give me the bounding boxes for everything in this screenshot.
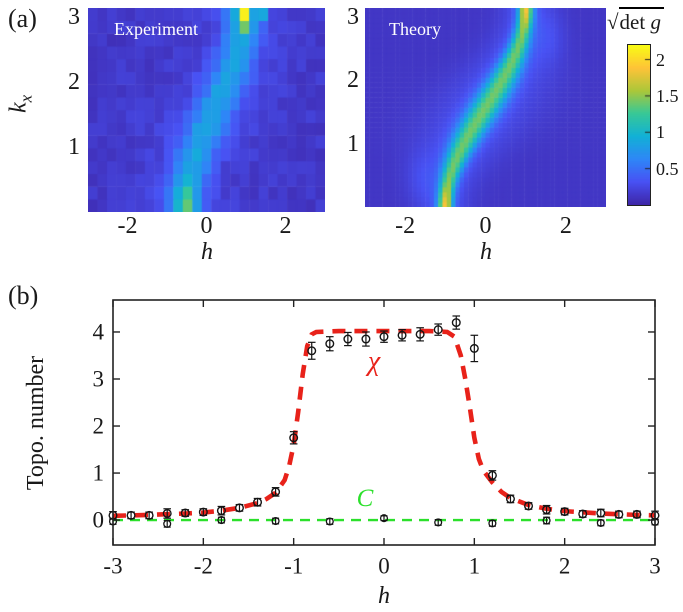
theory-xtick-label: -2 <box>395 213 416 239</box>
c-data-point <box>325 517 334 526</box>
chi-data-point <box>487 470 497 480</box>
c-data-point <box>596 518 605 527</box>
panel-b-xtick-label: -1 <box>284 553 304 579</box>
chi-data-point <box>451 318 461 328</box>
panel-b-ytick-label: 2 <box>92 413 105 439</box>
chi-data-point <box>144 510 154 520</box>
experiment-xaxis-label: h <box>201 239 213 265</box>
c-data-point <box>217 516 226 525</box>
theory-ytick-label: 2 <box>347 67 359 94</box>
colorbar-title: √det g <box>607 7 664 35</box>
sqrt-sign: √ <box>607 10 619 34</box>
experiment-ytick-label: 2 <box>68 69 80 96</box>
colorbar <box>627 44 651 206</box>
panel-b-xtick-label: -2 <box>193 553 213 579</box>
chi-data-point <box>596 508 606 518</box>
chi-data-point <box>614 509 624 519</box>
chi-data-point <box>343 334 353 344</box>
panel-b-xtick-label: 1 <box>468 553 481 579</box>
chi-data-point <box>469 343 479 353</box>
chi-data-point <box>180 508 190 518</box>
colorbar-tick-label: 1.5 <box>656 85 679 106</box>
chi-data-point <box>198 507 208 517</box>
theory-ytick-label: 1 <box>347 130 359 157</box>
theory-xtick-label: 2 <box>559 213 572 239</box>
colorbar-tick-label: 1 <box>656 122 665 143</box>
panel-b-xtick-label: 3 <box>649 553 661 579</box>
chi-data-point <box>307 346 317 356</box>
chi-data-point <box>560 507 570 517</box>
c-data-point <box>379 514 389 523</box>
experiment-xtick-label: 0 <box>200 213 213 239</box>
c-data-point <box>434 518 443 527</box>
panel-b-xtick-label: 2 <box>558 553 571 579</box>
panel-b-ytick-label: 0 <box>92 507 105 533</box>
chi-data-point <box>415 329 425 339</box>
panel-b-ytick-label: 1 <box>92 460 105 486</box>
c-curve-label: C <box>356 485 374 512</box>
c-data-point <box>542 516 551 525</box>
experiment-ytick-label: 1 <box>68 134 80 161</box>
experiment-xtick-label: 2 <box>279 213 292 239</box>
theory-heatmap <box>365 8 606 207</box>
chi-data-point <box>126 510 136 520</box>
chi-data-point <box>397 330 407 340</box>
chi-data-point <box>433 325 443 335</box>
panel-b-xaxis-label: h <box>378 583 390 609</box>
chi-data-point <box>578 509 588 519</box>
chi-data-point <box>216 506 226 516</box>
colorbar-tick-label: 2 <box>656 49 665 70</box>
theory-ytick-label: 3 <box>347 3 359 30</box>
chi-data-point <box>234 503 244 513</box>
chi-data-point <box>271 487 281 497</box>
theory-xaxis-label: h <box>480 239 492 265</box>
topo-number-axis-label: Topo. number <box>23 355 49 491</box>
chi-data-point <box>632 509 642 519</box>
chi-data-point <box>162 508 172 518</box>
experiment-heatmap <box>88 8 325 212</box>
c-data-point <box>271 516 280 526</box>
chi-data-point <box>542 505 552 515</box>
chi-data-point <box>379 332 389 342</box>
theory-xtick-label: 0 <box>479 213 492 239</box>
chi-data-point <box>289 433 299 443</box>
c-data-point <box>163 519 172 528</box>
chi-theory-curve <box>112 328 656 519</box>
c-data-point <box>488 519 497 528</box>
experiment-ytick-label: 3 <box>68 4 80 31</box>
experiment-heatmap-title: Experiment <box>114 19 198 39</box>
panel-b-xtick-label: -3 <box>103 553 123 579</box>
panel-b-xtick-label: 0 <box>378 553 390 579</box>
chi-data-point <box>505 494 515 504</box>
chi-data-point <box>253 497 263 507</box>
experiment-xtick-label: -2 <box>117 213 138 239</box>
panel-b-ytick-label: 4 <box>92 319 105 345</box>
panel-b-ytick-label: 3 <box>92 366 105 392</box>
chi-data-point <box>325 339 335 349</box>
chi-data-point <box>524 501 534 511</box>
theory-heatmap-title: Theory <box>389 19 441 39</box>
chi-data-point <box>361 334 371 344</box>
chi-curve-label: χ <box>367 346 381 377</box>
panel-b-label: (b) <box>8 281 39 310</box>
panel-a-label: (a) <box>8 4 37 33</box>
colorbar-tick-label: 0.5 <box>656 158 679 179</box>
